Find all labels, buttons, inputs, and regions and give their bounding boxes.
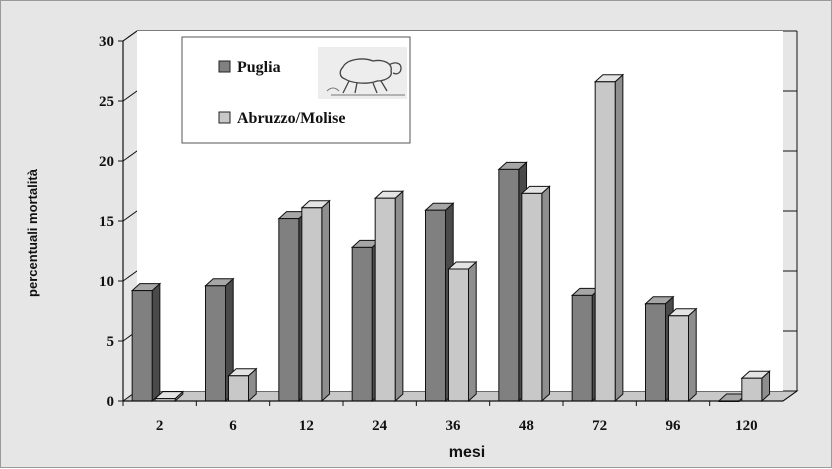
y-tick-label: 0: [107, 394, 115, 410]
bar-puglia-2: [130, 282, 162, 403]
x-tick-label: 96: [666, 418, 682, 434]
y-axis-depth-line: [122, 30, 138, 42]
sheep-drawing-icon: [318, 47, 407, 99]
x-tick-label: 36: [446, 418, 462, 434]
x-axis-depth-line: [782, 390, 798, 402]
y-tick-label: 10: [99, 274, 114, 290]
legend-label-abruzzo-molise: Abruzzo/Molise: [237, 110, 345, 127]
bar-abruzzo-molise-48: [520, 185, 551, 403]
x-tick-label: 2: [156, 418, 164, 434]
y-axis-ticks: 0 5 10 15 20 25 30: [99, 34, 123, 410]
y-tick-label: 20: [99, 154, 114, 170]
x-axis-title: mesi: [449, 444, 485, 461]
legend-swatch-abruzzo-molise: [218, 111, 231, 124]
x-tick-label: 24: [372, 418, 388, 434]
x-axis-ticks: 2 6 12 24 36 48 72 96 120: [122, 390, 798, 434]
bar-abruzzo-molise-96: [667, 307, 698, 403]
bar-abruzzo-molise-12: [300, 199, 331, 403]
bar-abruzzo-molise-2: [153, 390, 185, 403]
y-tick-label: 15: [99, 214, 114, 230]
bar-puglia-6: [204, 277, 235, 403]
y-tick-label: 5: [107, 334, 115, 350]
bar-abruzzo-molise-6: [227, 367, 258, 403]
y-axis-title: percentuali mortalità: [25, 168, 40, 297]
x-tick-label: 72: [592, 418, 607, 434]
legend-label-puglia: Puglia: [237, 59, 281, 76]
bar-abruzzo-molise-120: [740, 370, 771, 403]
bar-abruzzo-molise-24: [373, 190, 405, 403]
legend-swatch-puglia: [218, 60, 231, 73]
x-tick-label: 6: [229, 418, 237, 434]
legend: Puglia Abruzzo/Molise: [181, 36, 411, 144]
x-tick-label: 120: [735, 418, 758, 434]
x-tick-label: 12: [299, 418, 314, 434]
y-tick-label: 30: [99, 34, 114, 50]
x-tick-label: 48: [519, 418, 534, 434]
y-tick-label: 25: [99, 94, 114, 110]
bar-abruzzo-molise-72: [593, 73, 625, 403]
bar-abruzzo-molise-36: [447, 260, 478, 403]
